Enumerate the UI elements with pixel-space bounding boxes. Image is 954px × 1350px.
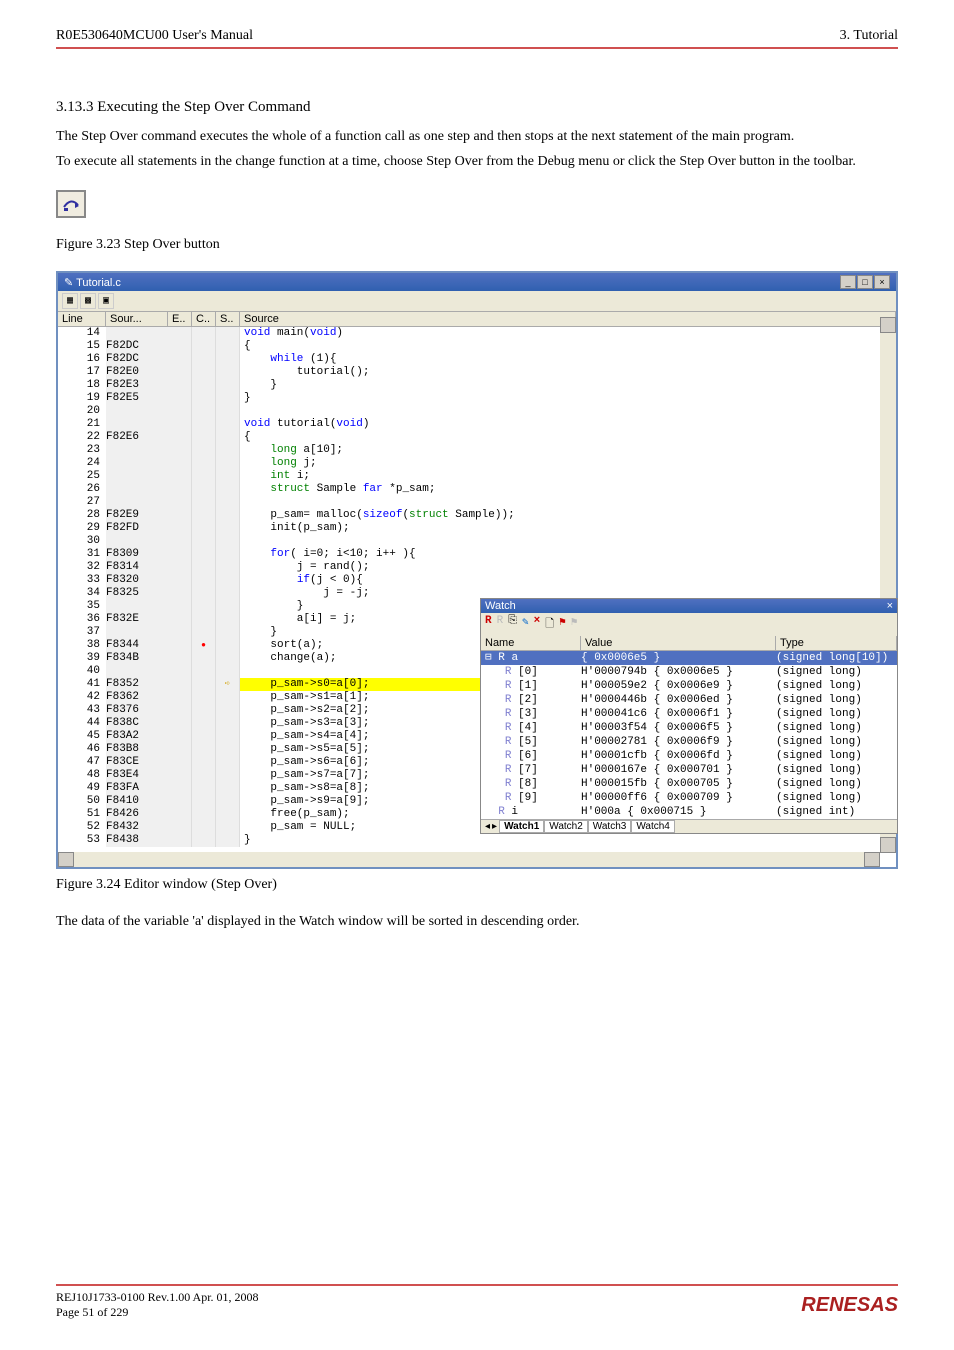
- step-over-button-icon: [56, 190, 86, 218]
- code-line: 16F82DC while (1){: [58, 353, 896, 366]
- watch-tb-icon5[interactable]: ⚑: [571, 615, 578, 634]
- watch-row[interactable]: R [4]H'00003f54 { 0x0006f5 }(signed long…: [481, 721, 897, 735]
- watch-tb-icon4[interactable]: ⚑: [559, 615, 566, 634]
- code-line: 29F82FD init(p_sam);: [58, 522, 896, 535]
- code-line: 33F8320 if(j < 0){: [58, 574, 896, 587]
- code-line: 23 long a[10];: [58, 444, 896, 457]
- watch-row[interactable]: R [7]H'0000167e { 0x000701 }(signed long…: [481, 763, 897, 777]
- register-icon: R: [498, 652, 505, 664]
- col-source-addr[interactable]: Sour...: [106, 312, 168, 326]
- watch-tb-icon2[interactable]: ✎: [522, 615, 529, 634]
- watch-row[interactable]: R [3]H'000041c6 { 0x0006f1 }(signed long…: [481, 707, 897, 721]
- code-line: 31F8309 for( i=0; i<10; i++ ){: [58, 548, 896, 561]
- watch-title: Watch: [485, 600, 516, 612]
- watch-tab[interactable]: Watch2: [544, 820, 588, 833]
- code-line: 22F82E6{: [58, 431, 896, 444]
- footer-revision: REJ10J1733-0100 Rev.1.00 Apr. 01, 2008: [56, 1290, 259, 1305]
- renesas-logo: RENESAS: [801, 1294, 898, 1317]
- watch-row[interactable]: R [8]H'000015fb { 0x000705 }(signed long…: [481, 777, 897, 791]
- toolbar-icon-1[interactable]: ▦: [62, 293, 78, 309]
- watch-tb-delete[interactable]: ×: [534, 615, 541, 634]
- watch-row[interactable]: R [6]H'00001cfb { 0x0006fd }(signed long…: [481, 749, 897, 763]
- watch-row[interactable]: R [1]H'000059e2 { 0x0006e9 }(signed long…: [481, 679, 897, 693]
- manual-title: R0E530640MCU00 User's Manual: [56, 28, 253, 44]
- paragraph-2: To execute all statements in the change …: [56, 151, 898, 172]
- code-line: 25 int i;: [58, 470, 896, 483]
- watch-close-icon[interactable]: ×: [887, 600, 893, 612]
- watch-col-type[interactable]: Type: [776, 636, 897, 650]
- code-line: 26 struct Sample far *p_sam;: [58, 483, 896, 496]
- register-icon: R: [498, 806, 505, 818]
- toolbar-icon-2[interactable]: ▩: [80, 293, 96, 309]
- col-s[interactable]: S..: [216, 312, 240, 326]
- toolbar-icon-3[interactable]: ▣: [98, 293, 114, 309]
- code-line: 18F82E3 }: [58, 379, 896, 392]
- editor-window: ✎ Tutorial.c _ □ × ▦ ▩ ▣ Line Sour... E.…: [56, 271, 898, 869]
- paragraph-1: The Step Over command executes the whole…: [56, 126, 898, 147]
- watch-row[interactable]: R iH'000a { 0x000715 }(signed int): [481, 805, 897, 819]
- code-line: 14void main(void): [58, 327, 896, 340]
- code-line: 28F82E9 p_sam= malloc(sizeof(struct Samp…: [58, 509, 896, 522]
- horizontal-scrollbar[interactable]: [58, 852, 880, 867]
- code-line: 30: [58, 535, 896, 548]
- editor-title: Tutorial.c: [76, 277, 121, 289]
- maximize-button[interactable]: □: [857, 275, 873, 289]
- watch-window: Watch × R R ⎘ ✎ × 🗋 ⚑ ⚑ Name Value Type …: [480, 598, 898, 834]
- close-button[interactable]: ×: [874, 275, 890, 289]
- code-line: 27: [58, 496, 896, 509]
- minimize-button[interactable]: _: [840, 275, 856, 289]
- header-rule: [56, 47, 898, 49]
- watch-tab[interactable]: Watch3: [588, 820, 632, 833]
- watch-body[interactable]: ⊟ R a{ 0x0006e5 }(signed long[10]) R [0]…: [481, 651, 897, 819]
- watch-titlebar: Watch ×: [481, 599, 897, 613]
- watch-tab[interactable]: Watch4: [631, 820, 675, 833]
- code-line: 15F82DC{: [58, 340, 896, 353]
- col-e[interactable]: E..: [168, 312, 192, 326]
- col-line[interactable]: Line: [58, 312, 106, 326]
- watch-row[interactable]: ⊟ R a{ 0x0006e5 }(signed long[10]): [481, 651, 897, 665]
- code-line: 17F82E0 tutorial();: [58, 366, 896, 379]
- watch-col-value[interactable]: Value: [581, 636, 776, 650]
- col-source-code[interactable]: Source: [240, 312, 896, 326]
- file-icon: ✎: [64, 277, 73, 289]
- col-c[interactable]: C..: [192, 312, 216, 326]
- watch-row[interactable]: R [0]H'0000794b { 0x0006e5 }(signed long…: [481, 665, 897, 679]
- section-heading: 3.13.3 Executing the Step Over Command: [56, 99, 898, 116]
- code-line: 20: [58, 405, 896, 418]
- code-line: 21void tutorial(void): [58, 418, 896, 431]
- watch-row[interactable]: R [2]H'0000446b { 0x0006ed }(signed long…: [481, 693, 897, 707]
- code-line: 24 long j;: [58, 457, 896, 470]
- code-line: 32F8314 j = rand();: [58, 561, 896, 574]
- watch-row[interactable]: R [9]H'00000ff6 { 0x000709 }(signed long…: [481, 791, 897, 805]
- column-headers: Line Sour... E.. C.. S.. Source: [58, 312, 896, 327]
- page-footer: REJ10J1733-0100 Rev.1.00 Apr. 01, 2008 P…: [56, 1284, 898, 1320]
- figure-caption-1: Figure 3.23 Step Over button: [56, 237, 898, 253]
- chapter-title: 3. Tutorial: [840, 28, 898, 44]
- watch-toolbar: R R ⎘ ✎ × 🗋 ⚑ ⚑: [481, 613, 897, 636]
- watch-tb-icon1[interactable]: ⎘: [508, 615, 517, 634]
- watch-tb-r2[interactable]: R: [497, 615, 504, 634]
- footer-page: Page 51 of 229: [56, 1305, 259, 1320]
- code-line: 19F82E5}: [58, 392, 896, 405]
- watch-tb-r[interactable]: R: [485, 615, 492, 634]
- watch-columns: Name Value Type: [481, 636, 897, 651]
- watch-tabs: ◂ ▸ Watch1Watch2Watch3Watch4: [481, 819, 897, 833]
- watch-row[interactable]: R [5]H'00002781 { 0x0006f9 }(signed long…: [481, 735, 897, 749]
- tab-nav-right[interactable]: ▸: [492, 821, 497, 832]
- paragraph-3: The data of the variable 'a' displayed i…: [56, 911, 898, 932]
- watch-col-name[interactable]: Name: [481, 636, 581, 650]
- editor-toolbar: ▦ ▩ ▣: [58, 291, 896, 312]
- figure-caption-2: Figure 3.24 Editor window (Step Over): [56, 877, 898, 893]
- tab-nav-left[interactable]: ◂: [485, 821, 490, 832]
- watch-tb-icon3[interactable]: 🗋: [545, 615, 554, 634]
- code-line: 53F8438}: [58, 834, 896, 847]
- editor-titlebar: ✎ Tutorial.c _ □ ×: [58, 273, 896, 291]
- watch-tab[interactable]: Watch1: [499, 820, 544, 833]
